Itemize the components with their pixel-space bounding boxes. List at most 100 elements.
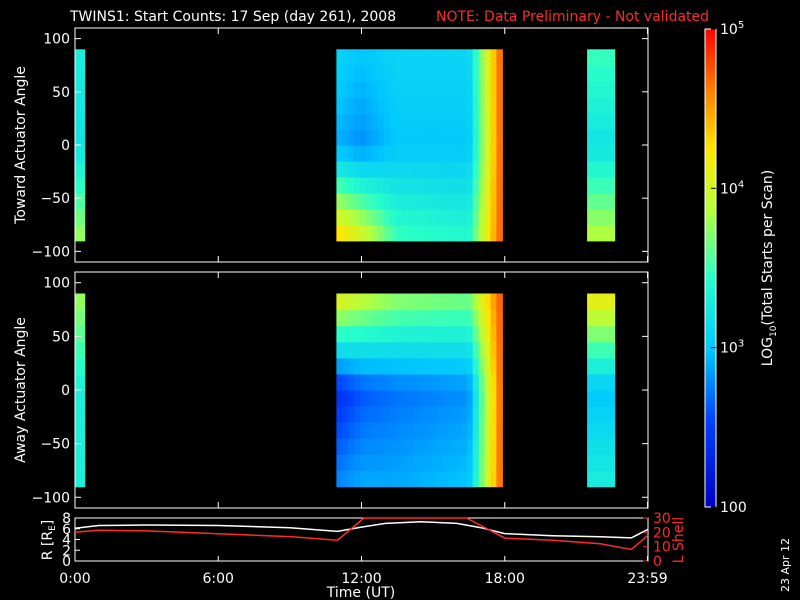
toward-cell (460, 176, 468, 194)
away-cell (609, 454, 616, 472)
away-cell (478, 357, 486, 375)
toward-cell (342, 192, 349, 210)
toward-cell (603, 49, 610, 66)
toward-cell (587, 145, 594, 162)
away-cell (366, 325, 373, 343)
toward-cell (478, 145, 486, 162)
away-cell (419, 422, 426, 439)
away-cell (360, 309, 367, 327)
toward-cell (472, 97, 480, 114)
toward-cell (372, 113, 379, 130)
away-cell (490, 341, 497, 359)
toward-cell (413, 208, 420, 226)
toward-cell (592, 113, 599, 130)
away-cell (484, 309, 492, 327)
toward-cell (592, 161, 599, 178)
toward-cell (383, 81, 391, 98)
away-cell (592, 325, 599, 343)
toward-cell (366, 224, 373, 242)
away-cell (437, 325, 444, 343)
away-cell (342, 341, 349, 359)
away-cell (496, 454, 503, 472)
toward-cell (425, 113, 432, 130)
away-cell (348, 309, 355, 327)
away-cell (472, 406, 480, 423)
away-cell (425, 357, 432, 375)
away-cell (609, 373, 616, 391)
away-cell (603, 341, 610, 359)
away-cell (603, 357, 610, 375)
away-cell (348, 293, 355, 311)
toward-cell (395, 113, 403, 130)
toward-cell (425, 176, 432, 194)
away-cell (360, 341, 367, 359)
away-cell (449, 309, 456, 327)
away-cell (354, 406, 361, 423)
r-tick-label: 2 (62, 543, 71, 559)
toward-ylabel: Toward Actuator Angle (13, 66, 29, 225)
away-cell (336, 406, 343, 423)
away-heatmap (75, 293, 616, 488)
away-cell (592, 373, 599, 391)
away-cell (389, 438, 397, 455)
toward-cell (401, 208, 409, 226)
away-cell (484, 373, 492, 391)
away-cell (372, 422, 379, 439)
away-cell (348, 422, 355, 439)
toward-cell (490, 176, 497, 194)
away-cell (354, 454, 361, 472)
away-cell (449, 293, 456, 311)
toward-cell (401, 97, 409, 114)
toward-cell (472, 129, 480, 146)
away-cell (395, 454, 403, 472)
toward-cell (496, 81, 503, 98)
away-ytick-label: −50 (40, 437, 70, 453)
toward-cell (389, 113, 397, 130)
away-cell (603, 406, 610, 423)
away-cell (377, 341, 385, 359)
toward-cell (592, 81, 599, 98)
toward-cell (460, 192, 468, 210)
toward-cell (460, 145, 468, 162)
away-cell (437, 341, 444, 359)
toward-cell (383, 113, 391, 130)
toward-cell (598, 145, 605, 162)
toward-cell (587, 208, 594, 226)
toward-cell (449, 208, 456, 226)
away-cell (377, 390, 385, 407)
away-cell (389, 422, 397, 439)
toward-cell (75, 176, 81, 194)
away-cell (75, 293, 81, 311)
toward-cell (609, 224, 616, 242)
away-cell (587, 438, 594, 455)
away-cell (383, 325, 391, 343)
toward-cell (75, 224, 81, 242)
away-cell (348, 341, 355, 359)
away-cell (455, 373, 462, 391)
toward-cell (587, 113, 594, 130)
toward-cell (437, 176, 444, 194)
time-tick-label: 18:00 (485, 571, 525, 587)
toward-cell (354, 81, 361, 98)
away-cell (472, 390, 480, 407)
toward-cell (466, 129, 474, 146)
away-cell (383, 454, 391, 472)
toward-cell (431, 224, 438, 242)
away-cell (372, 438, 379, 455)
away-cell (366, 422, 373, 439)
away-cell (354, 390, 361, 407)
toward-cell (466, 97, 474, 114)
away-cell (407, 454, 414, 472)
toward-cell (395, 208, 403, 226)
away-cell (425, 438, 432, 455)
away-cell (431, 357, 438, 375)
away-cell (419, 470, 426, 488)
away-cell (425, 341, 432, 359)
away-cell (592, 357, 599, 375)
away-cell (587, 406, 594, 423)
toward-cell (598, 224, 605, 242)
away-cell (609, 422, 616, 439)
toward-ytick-label: −100 (32, 244, 70, 260)
toward-cell (79, 176, 86, 194)
